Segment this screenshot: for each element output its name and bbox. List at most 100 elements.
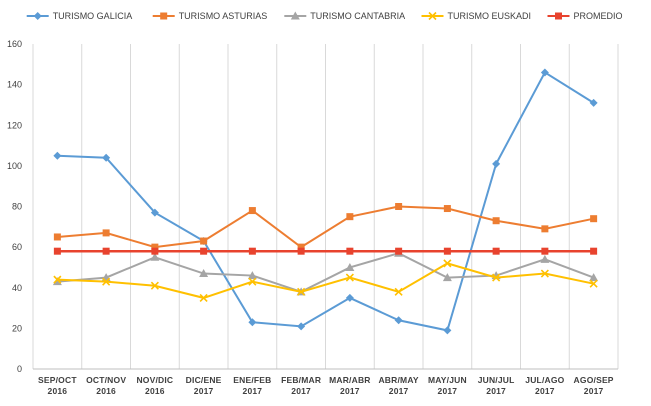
legend-label: TURISMO GALICIA xyxy=(53,11,133,21)
grid xyxy=(32,44,619,370)
data-point xyxy=(345,273,354,282)
x-tick-label: 2016 xyxy=(48,386,68,396)
data-point xyxy=(102,277,111,286)
x-tick-label: AGO/SEP xyxy=(574,375,614,385)
legend: TURISMO GALICIA TURISMO ASTURIAS TURISMO C… xyxy=(26,11,623,21)
x-tick-label: 2017 xyxy=(438,386,458,396)
data-point xyxy=(394,316,403,325)
data-point xyxy=(160,12,168,20)
data-point xyxy=(540,269,549,278)
data-point xyxy=(443,247,451,255)
data-point xyxy=(540,254,550,263)
legend-label: TURISMO EUSKADI xyxy=(448,11,532,21)
x-tick-label: JUL/AGO xyxy=(525,375,564,385)
series-line xyxy=(57,252,594,293)
data-point xyxy=(443,326,452,335)
data-point xyxy=(290,11,300,20)
data-point xyxy=(345,262,355,271)
series-turismo-asturias xyxy=(53,203,598,251)
y-tick-label: 20 xyxy=(12,323,22,333)
data-point xyxy=(102,153,111,162)
data-point xyxy=(589,273,599,282)
series-promedio xyxy=(53,247,598,255)
x-tick-label: DIC/ENE xyxy=(186,375,222,385)
data-point xyxy=(443,259,452,268)
data-point xyxy=(200,247,208,255)
data-point xyxy=(492,217,500,225)
data-point xyxy=(395,203,403,210)
data-point xyxy=(52,277,62,286)
legend-label: PROMEDIO xyxy=(574,11,623,21)
y-tick-label: 120 xyxy=(7,120,22,130)
data-point xyxy=(297,287,306,296)
data-point xyxy=(297,247,305,255)
data-point xyxy=(590,215,598,223)
data-point xyxy=(590,247,598,255)
x-tick-label: MAY/JUN xyxy=(428,375,467,385)
data-point xyxy=(428,11,437,21)
data-point xyxy=(247,271,257,280)
legend-entry: TURISMO CANTABRIA xyxy=(284,11,405,21)
y-tick-label: 40 xyxy=(12,283,22,293)
x-tick-label: JUN/JUL xyxy=(478,375,515,385)
x-tick-label: 2017 xyxy=(389,386,409,396)
data-point xyxy=(248,207,256,215)
y-tick-label: 80 xyxy=(12,202,22,212)
data-point xyxy=(53,151,62,160)
data-point xyxy=(200,237,208,245)
data-point xyxy=(199,269,209,278)
data-point xyxy=(394,287,403,296)
data-point xyxy=(53,233,61,241)
legend-entry: PROMEDIO xyxy=(547,11,623,21)
y-tick-label: 100 xyxy=(7,161,22,171)
x-tick-label: 2016 xyxy=(145,386,165,396)
data-point xyxy=(345,293,354,302)
data-point xyxy=(150,281,159,290)
data-point xyxy=(442,273,452,282)
x-tick-label: 2017 xyxy=(194,386,214,396)
y-tick-label: 160 xyxy=(7,39,22,49)
legend-label: TURISMO ASTURIAS xyxy=(179,11,268,21)
x-axis: SEP/OCT2016OCT/NOV2016NOV/DIC2016DIC/ENE… xyxy=(38,375,614,396)
legend-entry: TURISMO EUSKADI xyxy=(421,11,532,21)
y-tick-label: 0 xyxy=(17,364,22,374)
data-point xyxy=(297,322,306,331)
data-point xyxy=(151,243,159,251)
data-point xyxy=(53,275,62,284)
series-line xyxy=(57,205,594,249)
data-point xyxy=(102,229,110,237)
data-point xyxy=(33,12,42,20)
data-point xyxy=(53,247,61,255)
x-tick-label: ABR/MAY xyxy=(378,375,418,385)
x-tick-label: 2017 xyxy=(486,386,506,396)
series-layer xyxy=(52,68,599,335)
data-point xyxy=(589,279,598,288)
data-point xyxy=(150,252,160,261)
data-point xyxy=(151,247,159,255)
data-point xyxy=(150,208,159,217)
y-tick-label: 60 xyxy=(12,242,22,252)
data-point xyxy=(102,247,110,255)
series-turismo-euskadi xyxy=(53,259,598,302)
data-point xyxy=(248,318,257,327)
data-point xyxy=(297,243,305,251)
x-tick-label: ENE/FEB xyxy=(233,375,271,385)
x-tick-label: 2017 xyxy=(584,386,604,396)
x-tick-label: 2017 xyxy=(340,386,360,396)
data-point xyxy=(540,68,549,77)
data-point xyxy=(248,247,256,255)
y-tick-label: 140 xyxy=(7,80,22,90)
data-point xyxy=(555,12,562,20)
x-tick-label: 2017 xyxy=(291,386,311,396)
series-line xyxy=(57,262,594,299)
series-line xyxy=(57,71,595,332)
x-tick-label: MAR/ABR xyxy=(329,375,371,385)
y-axis: 0 20 40 60 80 100 120 140 160 xyxy=(7,39,22,374)
x-tick-label: FEB/MAR xyxy=(281,375,321,385)
x-tick-label: NOV/DIC xyxy=(136,375,173,385)
data-point xyxy=(492,273,501,282)
x-tick-label: 2017 xyxy=(243,386,263,396)
legend-entry: TURISMO ASTURIAS xyxy=(152,11,268,21)
x-tick-label: 2016 xyxy=(96,386,116,396)
